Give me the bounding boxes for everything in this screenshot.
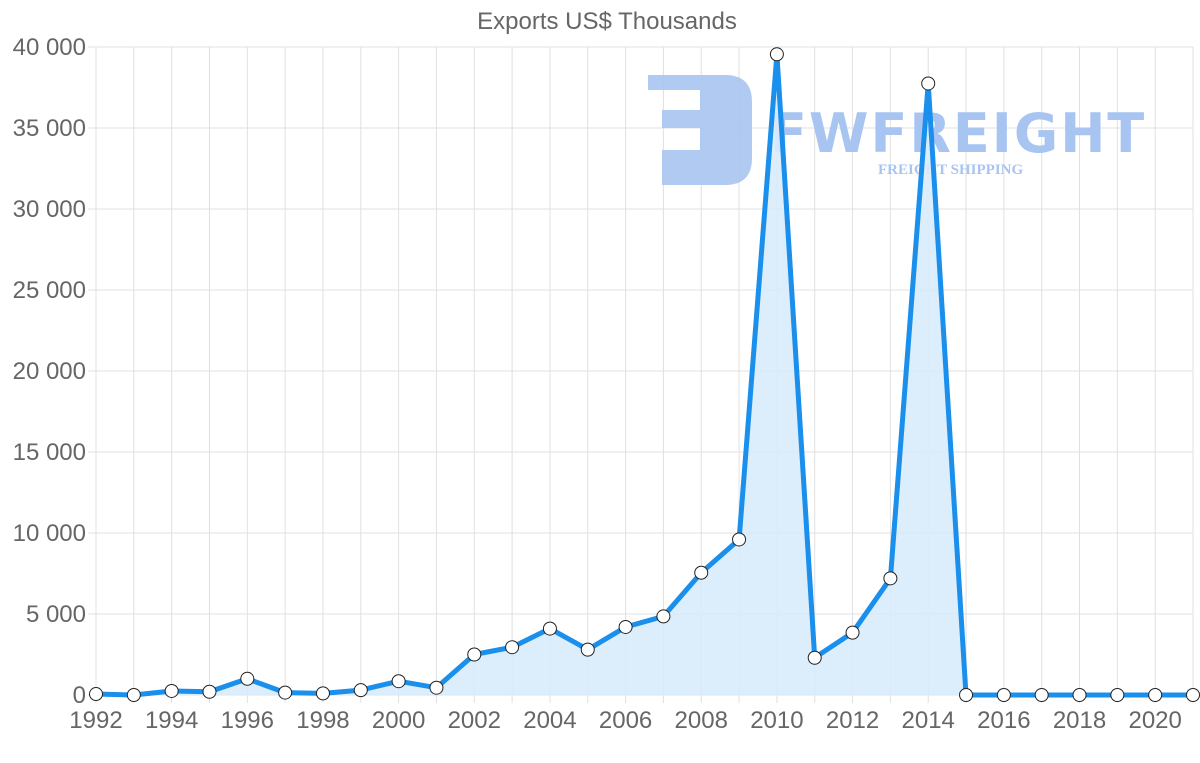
x-tick-label: 2012	[826, 707, 879, 734]
data-point[interactable]	[391, 674, 406, 689]
data-point[interactable]	[845, 625, 860, 640]
x-tick-label: 2020	[1128, 707, 1181, 734]
data-point[interactable]	[126, 688, 141, 702]
x-tick-label: 2008	[675, 707, 728, 734]
data-point[interactable]	[883, 571, 898, 586]
data-point[interactable]	[1110, 688, 1125, 702]
x-tick-label: 2000	[372, 707, 425, 734]
data-point[interactable]	[807, 650, 822, 665]
data-point[interactable]	[467, 647, 482, 662]
data-point[interactable]	[542, 621, 557, 636]
grid-lines	[88, 46, 1194, 703]
data-point[interactable]	[996, 688, 1011, 702]
y-tick-label: 40 000	[13, 34, 86, 61]
data-points	[89, 47, 1200, 702]
data-point[interactable]	[921, 76, 936, 91]
data-point[interactable]	[694, 565, 709, 580]
chart-title: Exports US$ Thousands	[477, 8, 737, 35]
data-point[interactable]	[618, 619, 633, 634]
data-point[interactable]	[202, 684, 217, 699]
watermark-brand: FWFREIGHT	[770, 102, 1146, 165]
data-point[interactable]	[959, 688, 974, 702]
watermark-tagline: FREIGHT SHIPPING	[878, 162, 1023, 178]
data-point[interactable]	[1148, 688, 1163, 702]
y-tick-label: 20 000	[13, 358, 86, 385]
data-point[interactable]	[240, 671, 255, 686]
y-tick-label: 0	[73, 682, 86, 709]
watermark-logo: FWFREIGHT FREIGHT SHIPPING	[648, 75, 1146, 185]
y-axis-ticks: 0 5 000 10 000 15 000 20 000 25 000 30 000 35 0…	[13, 34, 86, 709]
y-tick-label: 25 000	[13, 277, 86, 304]
x-tick-label: 1996	[221, 707, 274, 734]
data-point[interactable]	[1034, 688, 1049, 702]
data-point[interactable]	[505, 640, 520, 655]
data-point[interactable]	[164, 683, 179, 698]
data-point[interactable]	[429, 680, 444, 695]
data-point[interactable]	[769, 47, 784, 62]
y-tick-label: 35 000	[13, 115, 86, 142]
data-point[interactable]	[580, 642, 595, 657]
y-tick-label: 10 000	[13, 520, 86, 547]
y-tick-label: 30 000	[13, 196, 86, 223]
x-tick-label: 2002	[448, 707, 501, 734]
x-tick-label: 1998	[296, 707, 349, 734]
data-point[interactable]	[732, 532, 747, 547]
data-point[interactable]	[656, 609, 671, 624]
data-point[interactable]	[1186, 688, 1200, 702]
x-tick-label: 2006	[599, 707, 652, 734]
data-point[interactable]	[353, 683, 368, 698]
data-point[interactable]	[278, 685, 293, 700]
data-point[interactable]	[1072, 688, 1087, 702]
data-point[interactable]	[89, 687, 103, 702]
x-tick-label: 2018	[1053, 707, 1106, 734]
x-tick-label: 2004	[523, 707, 576, 734]
y-tick-label: 15 000	[13, 439, 86, 466]
x-tick-label: 1994	[145, 707, 198, 734]
x-tick-label: 2010	[750, 707, 803, 734]
y-tick-label: 5 000	[26, 601, 86, 628]
data-point[interactable]	[315, 686, 330, 701]
x-tick-label: 1992	[69, 707, 122, 734]
x-axis-ticks: 1992 1994 1996 1998 2000 2002 2004 2006 2008 2010…	[69, 707, 1182, 734]
x-tick-label: 2014	[902, 707, 955, 734]
x-tick-label: 2016	[977, 707, 1030, 734]
fw-logo-icon	[648, 75, 752, 185]
